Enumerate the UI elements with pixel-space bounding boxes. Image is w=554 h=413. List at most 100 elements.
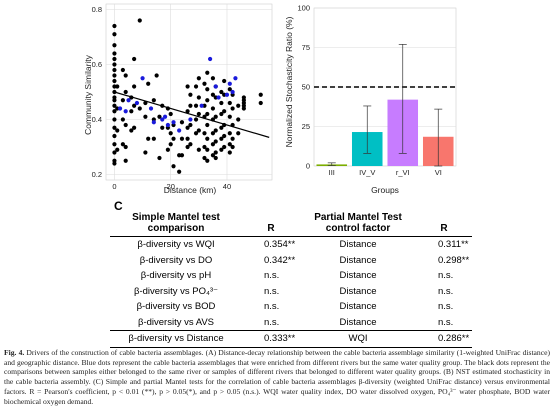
data-point — [213, 114, 218, 119]
mantel-table-panel: C Simple Mantel test comparison R Partia… — [0, 198, 554, 348]
data-point — [132, 84, 137, 89]
col-header-partial: Partial Mantel Test control factor — [300, 211, 416, 237]
x-tick-label: 0 — [112, 182, 116, 191]
x-axis-label: Groups — [371, 185, 399, 195]
x-tick-label: III — [329, 168, 335, 177]
data-point — [196, 128, 201, 133]
data-point — [171, 120, 176, 125]
data-point — [132, 125, 137, 130]
y-tick-label: 50 — [302, 83, 310, 92]
data-point — [227, 142, 232, 147]
r-cell: n.s. — [438, 285, 454, 297]
caption-text: Drivers of the construction of cable bac… — [4, 348, 550, 406]
data-point — [123, 109, 128, 114]
data-point — [112, 78, 117, 84]
table-row: β-diversity vs PO₄³⁻ n.s. Distance n.s. — [110, 284, 472, 300]
data-point — [233, 76, 238, 81]
x-tick-label: IV_V — [359, 168, 375, 177]
data-point — [112, 73, 117, 78]
data-point — [154, 73, 159, 78]
data-point — [222, 133, 227, 139]
data-point — [205, 147, 210, 152]
control-factor-cell: Distance — [339, 270, 377, 282]
data-point — [123, 73, 128, 78]
data-point — [148, 106, 154, 111]
r-cell: 0.311** — [438, 239, 469, 251]
data-point — [210, 106, 216, 111]
data-point — [112, 103, 117, 108]
data-point — [129, 109, 134, 114]
data-point — [193, 84, 199, 89]
data-point — [165, 147, 170, 152]
data-point — [227, 114, 232, 119]
control-factor-cell: Distance — [339, 316, 377, 328]
data-point — [112, 142, 117, 147]
data-point — [120, 142, 125, 147]
control-factor-cell: Distance — [339, 301, 377, 313]
comparison-cell: β-diversity vs Distance — [110, 330, 242, 348]
y-tick-label: 25 — [302, 122, 310, 131]
data-point — [196, 111, 201, 117]
data-point — [120, 98, 125, 103]
data-point — [188, 103, 193, 108]
comparison-cell: β-diversity vs AVS — [137, 316, 215, 328]
data-point — [112, 125, 117, 130]
data-point — [210, 92, 216, 97]
data-point — [137, 106, 142, 111]
r-cell: 0.286** — [416, 330, 472, 348]
data-point — [123, 144, 128, 150]
data-point — [179, 120, 185, 125]
r-cell: n.s. — [264, 270, 280, 282]
data-point — [213, 155, 218, 161]
data-point — [143, 150, 148, 155]
y-tick-label: 100 — [297, 4, 310, 13]
data-point — [151, 136, 156, 141]
data-point — [213, 84, 218, 89]
data-point — [202, 144, 207, 150]
data-point — [236, 103, 241, 108]
r-cell: n.s. — [264, 316, 280, 328]
data-point — [227, 131, 232, 136]
comparison-cell: β-diversity vs WQI — [137, 239, 215, 251]
table-row: β-diversity vs pH n.s. Distance n.s. — [110, 268, 472, 284]
table-row: β-diversity vs Distance 0.333** WQI 0.28… — [110, 330, 472, 348]
data-point — [185, 125, 190, 130]
data-point — [112, 161, 117, 166]
data-point — [258, 92, 263, 97]
data-point — [177, 128, 182, 133]
data-point — [188, 92, 193, 97]
data-point — [188, 142, 193, 147]
data-point — [120, 117, 125, 122]
data-point — [230, 144, 235, 150]
data-point — [134, 100, 140, 106]
x-tick-label: VI — [435, 168, 442, 177]
data-point — [115, 84, 120, 89]
data-point — [129, 128, 134, 133]
control-factor-cell: Distance — [339, 285, 377, 297]
data-point — [193, 103, 199, 108]
data-point — [126, 98, 131, 103]
mantel-test-table: Simple Mantel test comparison R Partial … — [110, 211, 472, 348]
data-point — [188, 117, 193, 122]
data-point — [146, 81, 151, 86]
data-point — [157, 155, 162, 161]
data-point — [117, 106, 123, 111]
y-axis-label: Community Similarity — [83, 54, 93, 135]
data-point — [123, 89, 128, 95]
data-point — [205, 158, 210, 163]
r-cell: n.s. — [264, 301, 280, 313]
x-tick-label: 40 — [223, 182, 231, 191]
r-cell: n.s. — [438, 301, 454, 313]
data-point — [146, 136, 151, 141]
data-point — [202, 131, 207, 136]
control-factor-cell: Distance — [339, 254, 377, 266]
data-point — [202, 81, 207, 86]
data-point — [168, 111, 173, 117]
data-point — [112, 32, 117, 37]
y-tick-label: 0.6 — [92, 60, 102, 69]
data-point — [171, 136, 176, 141]
scatter-axes: 0.2 0.4 0.6 0.8 0 20 40 — [92, 5, 232, 191]
data-point — [112, 43, 117, 48]
data-point — [258, 100, 263, 106]
